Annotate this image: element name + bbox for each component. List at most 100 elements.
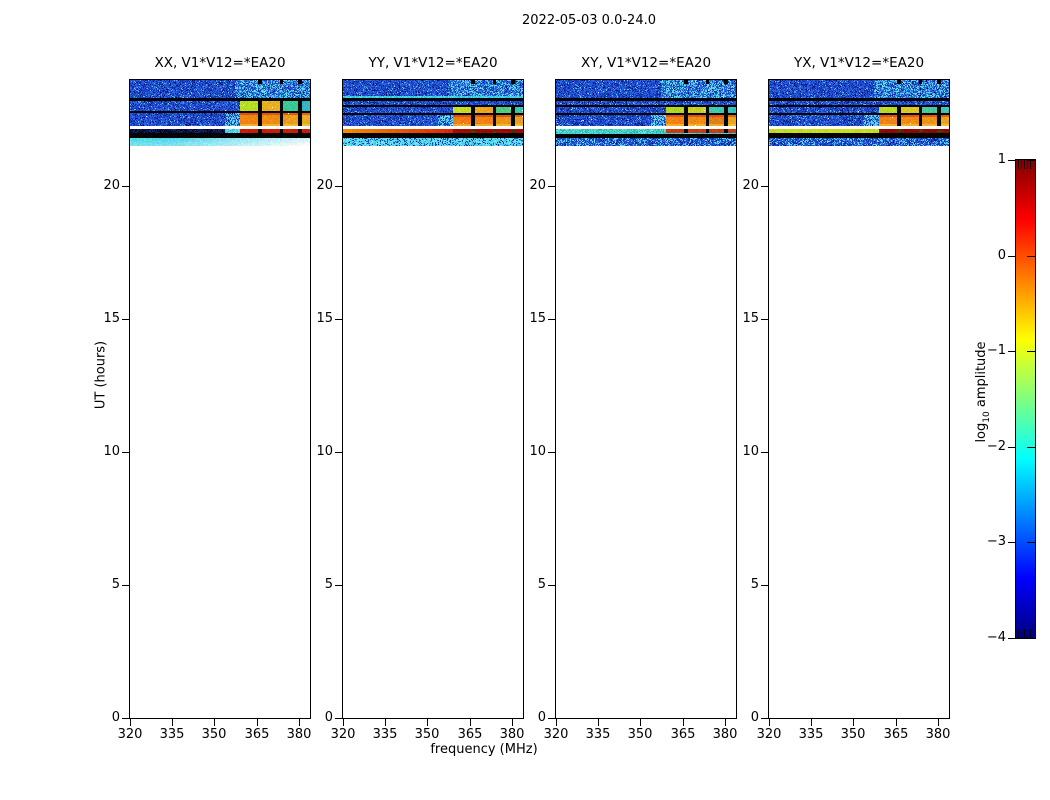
panel-axes-border <box>129 79 311 719</box>
y-tick-label: 0 <box>324 710 333 725</box>
x-tick-label: 380 <box>286 727 312 742</box>
colorbar-tick-label: 1 <box>997 152 1006 167</box>
y-tick-label: 10 <box>103 444 120 459</box>
y-tick-label: 20 <box>742 178 759 193</box>
spectrogram-canvas-xx <box>130 80 310 146</box>
panel-title: XX, V1*V12=*EA20 <box>154 55 286 71</box>
colorbar-tick-left <box>1008 350 1015 352</box>
x-tick-label: 335 <box>798 727 824 742</box>
x-tick <box>937 719 939 726</box>
colorbar-tick-left <box>1008 159 1015 161</box>
y-tick-label: 0 <box>537 710 546 725</box>
colorbar-tick-left <box>1008 541 1015 543</box>
y-tick <box>761 584 768 586</box>
y-tick <box>548 318 555 320</box>
x-tick <box>511 719 513 726</box>
y-tick-label: 5 <box>750 577 759 592</box>
y-tick-label: 5 <box>111 577 120 592</box>
y-tick-label: 20 <box>103 178 120 193</box>
x-tick <box>852 719 854 726</box>
colorbar-tick-right <box>1027 541 1035 543</box>
colorbar-bottom-hatch-marks <box>1018 629 1033 638</box>
x-tick-label: 365 <box>670 727 696 742</box>
colorbar-top-hatch-marks <box>1018 160 1033 169</box>
colorbar-tick-label: −1 <box>986 343 1006 358</box>
colorbar-tick-right <box>1027 255 1035 257</box>
x-tick <box>895 719 897 726</box>
y-tick-label: 5 <box>324 577 333 592</box>
y-tick <box>548 584 555 586</box>
y-tick-label: 20 <box>316 178 333 193</box>
y-tick <box>335 717 342 719</box>
x-tick <box>810 719 812 726</box>
y-tick-label: 20 <box>529 178 546 193</box>
x-tick-label: 380 <box>712 727 738 742</box>
y-tick-label: 0 <box>111 710 120 725</box>
y-tick <box>122 451 129 453</box>
y-tick-label: 15 <box>742 311 759 326</box>
y-tick <box>761 185 768 187</box>
panel-title: YY, V1*V12=*EA20 <box>368 55 498 71</box>
x-tick-label: 335 <box>585 727 611 742</box>
y-tick <box>335 584 342 586</box>
colorbar-tick-right <box>1027 350 1035 352</box>
y-tick <box>335 451 342 453</box>
x-tick <box>768 719 770 726</box>
x-tick <box>256 719 258 726</box>
x-tick <box>384 719 386 726</box>
x-tick <box>213 719 215 726</box>
y-tick <box>761 451 768 453</box>
x-tick-label: 320 <box>117 727 143 742</box>
colorbar-tick-left <box>1008 637 1015 639</box>
y-tick <box>761 717 768 719</box>
figure-title: 2022-05-03 0.0-24.0 <box>522 13 656 28</box>
panel-title: YX, V1*V12=*EA20 <box>793 55 925 71</box>
y-tick <box>548 451 555 453</box>
y-tick <box>122 584 129 586</box>
colorbar-tick-left <box>1008 255 1015 257</box>
x-tick-label: 320 <box>543 727 569 742</box>
y-tick-label: 15 <box>103 311 120 326</box>
panel-axes-border <box>555 79 737 719</box>
x-tick-label: 350 <box>201 727 227 742</box>
x-tick <box>469 719 471 726</box>
colorbar-tick-right <box>1027 446 1035 448</box>
x-tick <box>682 719 684 726</box>
colorbar-tick-label: 0 <box>997 248 1006 263</box>
x-tick-label: 335 <box>372 727 398 742</box>
x-axis-label: frequency (MHz) <box>430 742 538 757</box>
colorbar-label: log10 amplitude <box>974 341 992 443</box>
x-tick-label: 320 <box>330 727 356 742</box>
x-tick <box>342 719 344 726</box>
spectrogram-canvas-yy <box>343 80 523 146</box>
colorbar-tick-label: −2 <box>986 439 1006 454</box>
panel-title: XY, V1*V12=*EA20 <box>580 55 712 71</box>
x-tick <box>724 719 726 726</box>
x-tick <box>129 719 131 726</box>
x-tick <box>426 719 428 726</box>
panel-axes-border <box>768 79 950 719</box>
x-tick <box>597 719 599 726</box>
x-tick-label: 365 <box>244 727 270 742</box>
spectrogram-canvas-xy <box>556 80 736 146</box>
colorbar-tick-left <box>1008 446 1015 448</box>
y-tick <box>122 185 129 187</box>
x-tick-label: 350 <box>627 727 653 742</box>
x-tick-label: 350 <box>840 727 866 742</box>
x-tick-label: 380 <box>499 727 525 742</box>
x-tick-label: 350 <box>414 727 440 742</box>
y-tick <box>122 717 129 719</box>
x-tick <box>555 719 557 726</box>
y-tick <box>122 318 129 320</box>
x-tick-label: 335 <box>159 727 185 742</box>
colorbar-tick-label: −4 <box>986 630 1006 645</box>
y-tick <box>335 185 342 187</box>
colorbar-tick-label: −3 <box>986 534 1006 549</box>
colorbar-tick-right <box>1027 637 1035 639</box>
y-tick-label: 5 <box>537 577 546 592</box>
y-tick <box>335 318 342 320</box>
panel-axes-border <box>342 79 524 719</box>
y-tick <box>548 717 555 719</box>
y-tick-label: 0 <box>750 710 759 725</box>
